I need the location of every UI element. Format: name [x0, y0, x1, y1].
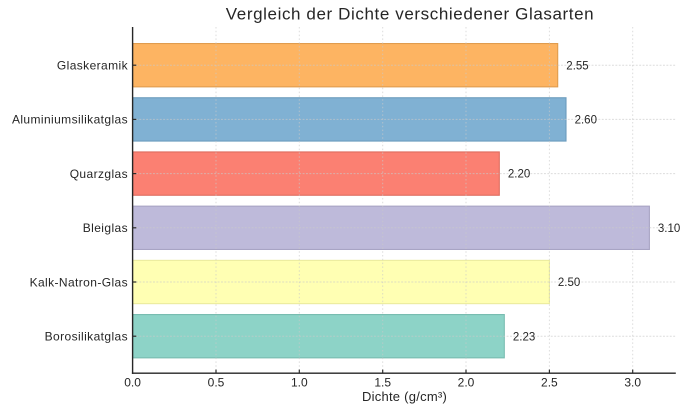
svg-text:0.0: 0.0	[124, 375, 141, 389]
svg-text:2.20: 2.20	[508, 169, 530, 181]
svg-text:Kalk-Natron-Glas: Kalk-Natron-Glas	[30, 275, 128, 289]
svg-text:Dichte (g/cm³): Dichte (g/cm³)	[362, 389, 447, 404]
svg-text:Vergleich der Dichte verschied: Vergleich der Dichte verschiedener Glasa…	[226, 4, 594, 23]
svg-text:2.23: 2.23	[513, 331, 535, 343]
svg-text:Bleiglas: Bleiglas	[83, 221, 128, 235]
svg-text:Glaskeramik: Glaskeramik	[57, 59, 129, 73]
svg-text:0.5: 0.5	[208, 375, 225, 389]
svg-text:Quarzglas: Quarzglas	[70, 167, 128, 181]
svg-text:Borosilikatglas: Borosilikatglas	[45, 330, 128, 344]
svg-text:2.55: 2.55	[566, 60, 588, 72]
svg-text:2.0: 2.0	[458, 375, 475, 389]
svg-text:3.0: 3.0	[624, 375, 641, 389]
svg-text:2.50: 2.50	[558, 277, 580, 289]
svg-text:1.5: 1.5	[374, 375, 391, 389]
svg-text:2.5: 2.5	[541, 375, 558, 389]
svg-text:Aluminiumsilikatglas: Aluminiumsilikatglas	[12, 113, 128, 127]
svg-text:2.60: 2.60	[575, 115, 597, 127]
svg-text:3.10: 3.10	[658, 223, 680, 235]
svg-text:1.0: 1.0	[291, 375, 308, 389]
